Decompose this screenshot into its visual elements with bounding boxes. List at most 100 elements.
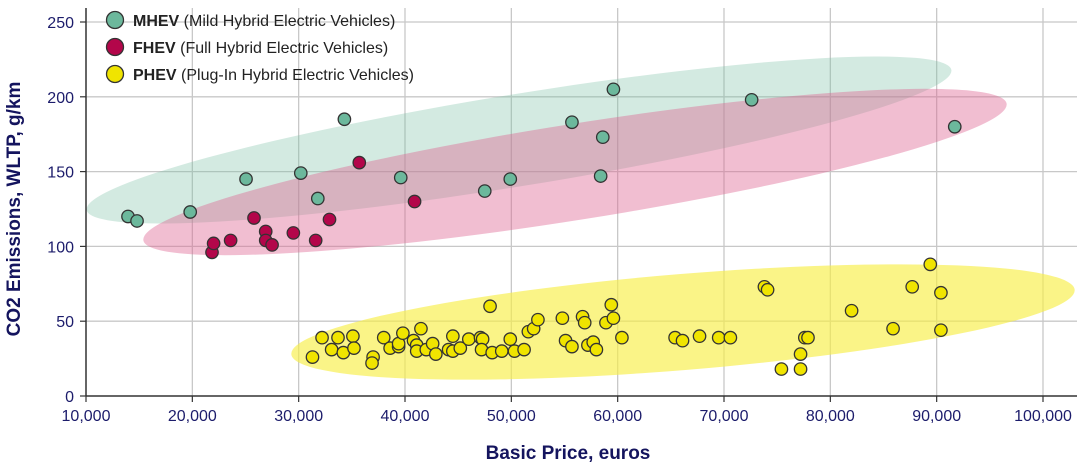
mhev-point [595,130,610,145]
phev-point [801,330,815,345]
phev-point [934,323,948,338]
phev-point [453,341,468,355]
fhev-point [265,238,279,252]
y-tick-label: 200 [47,90,74,107]
legend-marker-mhev [105,10,125,30]
fhev-point [308,233,323,248]
y-axis-title: CO2 Emissions, WLTP, g/km [4,82,25,337]
phev-point [531,312,545,327]
mhev-point [565,115,579,130]
mhev-point [183,205,198,219]
phev-point [445,329,460,344]
legend-entry-fhev: FHEV (Full Hybrid Electric Vehicles) [133,40,388,57]
legend-series-name: MHEV [133,13,184,30]
x-tick-label: 20,000 [168,408,217,425]
mhev-point [503,172,518,186]
y-tick-label: 50 [56,314,74,331]
phev-point [675,333,690,348]
phev-point [324,342,339,357]
x-tick-label: 80,000 [806,408,855,425]
mhev-region [86,56,952,224]
fhev-point [223,233,238,248]
y-tick-label: 100 [47,239,74,256]
phev-point [606,311,621,326]
x-tick-label: 50,000 [487,408,536,425]
legend-marker-phev [105,64,125,84]
phev-point [555,311,570,326]
phev-point [615,330,629,345]
axes: 10,000 20,000 30,000 40,000 50,000 60,000 70,0… [47,8,1077,425]
phev-point [315,330,329,345]
phev-point [331,330,345,345]
fhev-point [206,236,221,251]
x-tick-label: 40,000 [381,408,430,425]
phev-region [291,264,1075,380]
phev-point [483,299,497,314]
phev-point [376,330,391,345]
mhev-point [393,170,408,185]
mhev-point [337,112,352,127]
phev-point [305,350,320,364]
mhev-point [477,184,492,198]
phev-point [723,330,738,345]
legend-entry-mhev: MHEV (Mild Hybrid Electric Vehicles) [133,13,395,30]
legend-series-name: FHEV [133,40,180,57]
mhev-point [744,92,759,107]
x-tick-label: 30,000 [274,408,323,425]
x-tick-label: 70,000 [700,408,749,425]
phev-point [347,341,361,355]
phev-point [494,344,509,358]
phev-point [461,332,476,347]
fhev-point [286,226,301,240]
fhev-point [322,212,337,227]
fhev-point [247,211,261,225]
phev-point [905,279,920,294]
mhev-point [593,169,608,183]
phev-point [934,285,948,300]
phev-point [517,342,531,357]
phev-point [886,321,900,336]
data-points [121,82,962,376]
legend-marker-fhev [105,37,125,57]
legend-series-description: (Full Hybrid Electric Vehicles) [180,40,388,57]
legend-series-description: (Mild Hybrid Electric Vehicles) [184,13,396,30]
phev-point [414,321,428,336]
phev-point [844,303,859,318]
phev-point [774,362,789,376]
fhev-point [352,155,367,170]
x-tick-label: 90,000 [912,408,961,425]
phev-point [760,282,775,297]
phev-point [577,315,592,330]
y-tick-label: 250 [47,15,74,32]
phev-point [503,332,518,347]
mhev-point [947,119,962,134]
phev-point [923,257,938,272]
y-tick-label: 150 [47,165,74,182]
legend-series-name: PHEV [133,67,181,84]
phev-point [793,362,808,376]
x-axis-title: Basic Price, euros [486,443,651,464]
phev-point [346,329,360,344]
mhev-point [310,191,325,206]
mhev-point [239,172,253,186]
mhev-point [293,166,308,180]
fhev-region [143,88,1007,256]
phev-point [711,330,726,345]
phev-point [692,329,707,344]
y-tick-label: 0 [65,389,74,406]
phev-point [589,342,604,357]
fhev-point [407,194,422,209]
mhev-point [130,214,144,228]
phev-point [396,326,410,341]
phev-point [365,356,379,370]
x-tick-label: 60,000 [593,408,642,425]
x-tick-label: 100,000 [1014,408,1072,425]
mhev-point [606,82,621,97]
legend-series-description: (Plug-In Hybrid Electric Vehicles) [181,67,414,84]
phev-point [428,347,443,361]
x-tick-label: 10,000 [62,408,111,425]
phev-point [793,347,808,361]
legend: MHEV (Mild Hybrid Electric Vehicles)FHEV… [105,10,414,84]
phev-point [604,297,619,312]
